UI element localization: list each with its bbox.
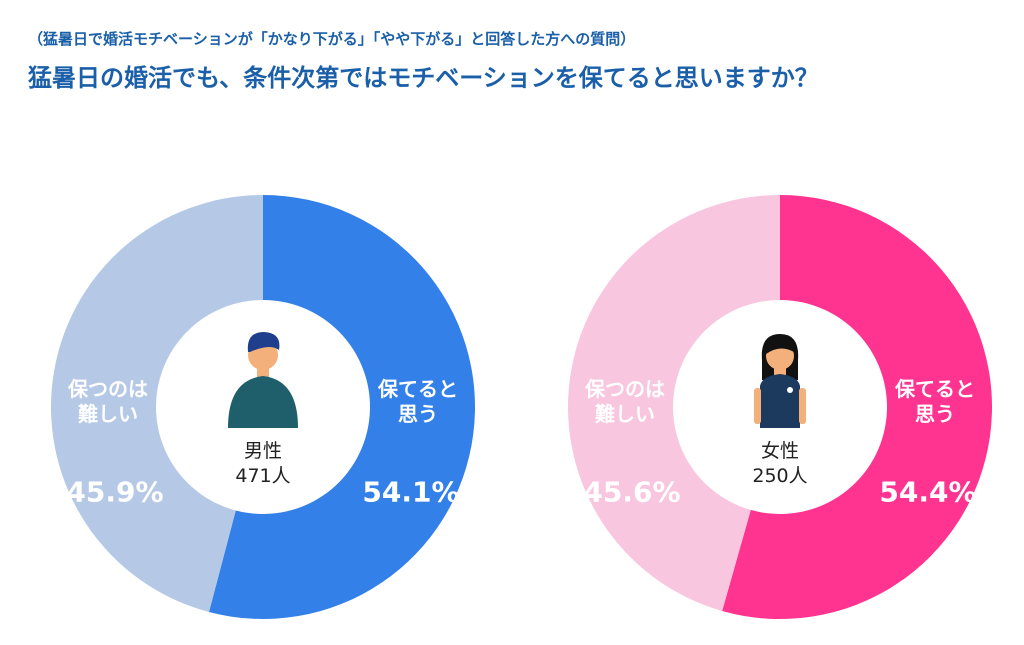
donut-segment <box>722 195 992 619</box>
center-label: 女性 <box>760 440 800 463</box>
male-icon <box>228 332 298 428</box>
female-icon <box>754 334 806 428</box>
category-label: 保つのは 難しい <box>68 377 148 426</box>
value-label: 45.9% <box>66 475 164 509</box>
donut-segment <box>568 195 780 611</box>
title: 猛暑日の婚活でも、条件次第ではモチベーションを保てると思いますか？ <box>28 64 819 92</box>
value-label: 54.1% <box>362 475 460 509</box>
donut-segment <box>208 195 475 619</box>
center-sublabel: 471人 <box>235 465 291 488</box>
donut-segment <box>50 195 263 613</box>
category-label: 保つのは 難しい <box>585 377 665 426</box>
center-label: 男性 <box>243 440 283 463</box>
center-sublabel: 250人 <box>752 465 808 488</box>
category-label: 保てると 思う <box>378 377 458 426</box>
value-label: 54.4% <box>879 475 977 509</box>
subtitle: （猛暑日で婚活モチベーションが「かなり下がる」「やや下がる」と回答した方への質問… <box>28 30 636 48</box>
icons <box>228 332 806 428</box>
category-label: 保てると 思う <box>895 377 975 426</box>
value-label: 45.6% <box>583 475 681 509</box>
